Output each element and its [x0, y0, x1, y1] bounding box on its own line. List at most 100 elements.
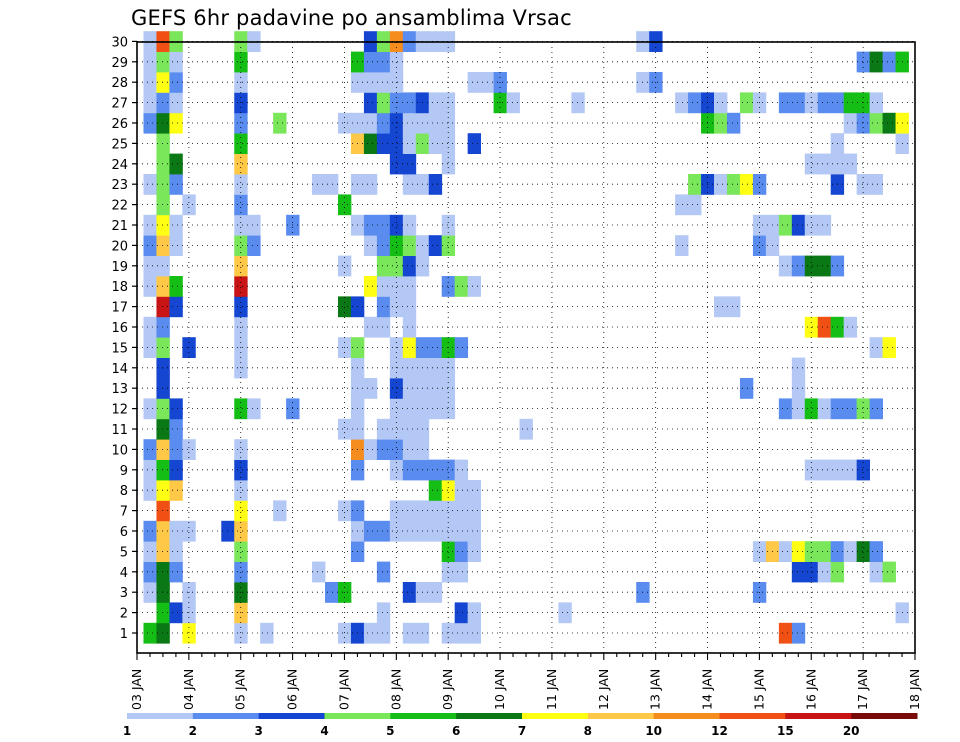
y-tick-label: 16: [111, 321, 128, 336]
heatmap-cell: [856, 174, 871, 195]
y-tick-label: 4: [120, 566, 128, 581]
heatmap-cell: [169, 398, 183, 420]
heatmap-cell: [739, 378, 754, 399]
heatmap-cell: [169, 602, 183, 624]
heatmap-cell: [247, 235, 261, 256]
heatmap-cell: [402, 520, 417, 542]
heatmap-cell: [441, 541, 456, 562]
heatmap-cell: [363, 72, 378, 93]
y-tick-label: 9: [120, 464, 128, 479]
heatmap-cell: [156, 92, 170, 114]
heatmap-cell: [156, 602, 170, 624]
heatmap-cell: [234, 398, 248, 420]
colorbar-label: 1: [123, 724, 131, 738]
y-tick-label: 1: [120, 627, 128, 642]
heatmap-cell: [467, 622, 482, 644]
y-tick-label: 19: [111, 260, 128, 275]
heatmap-cell: [726, 174, 741, 195]
heatmap-cell: [234, 153, 248, 175]
heatmap-cell: [143, 255, 157, 277]
heatmap-cell: [156, 480, 170, 501]
heatmap-cell: [143, 112, 157, 134]
y-tick-label: 20: [111, 239, 128, 254]
x-tick-label: 03 JAN: [129, 669, 144, 710]
heatmap-cell: [402, 174, 417, 195]
y-tick-label: 28: [111, 76, 128, 91]
colorbar-swatch: [653, 713, 720, 719]
colorbar-swatch: [587, 713, 655, 719]
heatmap-cell: [791, 255, 806, 277]
heatmap-cell: [234, 439, 248, 460]
x-tick-label: 13 JAN: [648, 669, 663, 710]
heatmap-cell: [752, 541, 767, 562]
heatmap-cell: [402, 337, 417, 358]
heatmap-cell: [389, 459, 404, 481]
heatmap-cell: [156, 337, 170, 358]
colorbar-swatch: [324, 713, 391, 719]
heatmap-cell: [428, 398, 443, 420]
heatmap-cell: [234, 235, 248, 256]
heatmap-cell: [441, 133, 456, 154]
heatmap-cell: [156, 255, 170, 277]
heatmap-cell: [869, 92, 883, 114]
heatmap-cell: [260, 622, 274, 644]
heatmap-cell: [675, 92, 689, 114]
heatmap-cell: [143, 214, 157, 236]
heatmap-cell: [402, 296, 417, 318]
heatmap-cell: [156, 561, 170, 583]
heatmap-cell: [156, 439, 170, 460]
heatmap-cell: [143, 72, 157, 93]
heatmap-cell: [376, 276, 391, 297]
heatmap-cell: [376, 133, 391, 154]
heatmap-cell: [363, 276, 378, 297]
heatmap-cell: [441, 398, 456, 420]
heatmap-cell: [441, 276, 456, 297]
heatmap-cell: [169, 112, 183, 134]
heatmap-cell: [817, 214, 832, 236]
heatmap-cell: [402, 133, 417, 154]
y-tick-label: 7: [120, 505, 128, 520]
heatmap-cell: [363, 174, 378, 195]
heatmap-cell: [363, 92, 378, 114]
heatmap-cell: [817, 459, 832, 481]
heatmap-cell: [454, 520, 469, 542]
heatmap-cell: [143, 51, 157, 73]
heatmap-cell: [726, 112, 741, 134]
colorbar-label: 6: [452, 724, 460, 738]
heatmap-cell: [143, 622, 157, 644]
heatmap-cell: [869, 174, 883, 195]
heatmap-cell: [428, 174, 443, 195]
x-axis: 03 JAN 04 JAN 05 JAN 06 JAN 07 JAN 08 JAN 09 J…: [129, 653, 922, 710]
colorbar-label: 7: [518, 724, 526, 738]
heatmap-cell: [454, 500, 469, 522]
heatmap-cell: [234, 194, 248, 216]
heatmap-cell: [714, 92, 728, 114]
heatmap-cell: [363, 378, 378, 399]
heatmap-cell: [273, 500, 287, 522]
y-tick-label: 18: [111, 280, 128, 295]
heatmap-cell: [752, 235, 767, 256]
y-tick-label: 15: [111, 341, 128, 356]
heatmap-cell: [402, 439, 417, 460]
heatmap-cell: [247, 214, 261, 236]
heatmap-cell: [376, 214, 391, 236]
heatmap-cell: [389, 153, 404, 175]
colorbar-label: 4: [320, 724, 328, 738]
heatmap-cell: [441, 235, 456, 256]
heatmap-cell: [428, 235, 443, 256]
y-tick-label: 29: [111, 56, 128, 71]
heatmap-cell: [376, 72, 391, 93]
heatmap-cell: [402, 418, 417, 440]
heatmap-cell: [182, 622, 196, 644]
heatmap-cell: [337, 418, 352, 440]
heatmap-cell: [143, 235, 157, 256]
heatmap-cell: [882, 561, 896, 583]
heatmap-cell: [143, 480, 157, 501]
heatmap-cell: [143, 174, 157, 195]
heatmap-cell: [441, 520, 456, 542]
y-tick-label: 30: [111, 35, 128, 50]
colorbar-swatch: [127, 713, 194, 719]
heatmap-cell: [428, 357, 443, 379]
heatmap-cell: [791, 398, 806, 420]
heatmap-cell: [467, 500, 482, 522]
